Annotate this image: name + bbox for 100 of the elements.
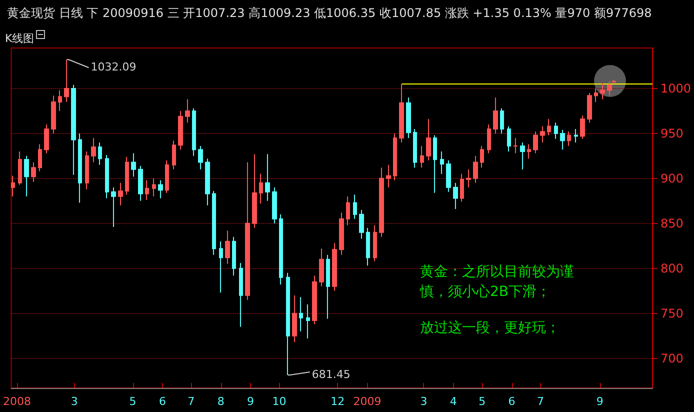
candlestick (500, 108, 504, 134)
x-tick-label: 3 (70, 395, 78, 408)
candlestick (299, 296, 303, 332)
candlestick (185, 98, 190, 124)
candlestick (44, 124, 49, 154)
candlestick (91, 137, 96, 163)
candlestick (420, 146, 424, 168)
candlestick (232, 236, 236, 276)
candlestick (205, 158, 210, 206)
y-tick-label: 850 (660, 216, 684, 230)
candlestick (118, 182, 123, 206)
candlestick (600, 82, 605, 100)
candlestick (292, 294, 297, 343)
candlestick (64, 59, 69, 102)
candlestick (339, 212, 344, 256)
candlestick (312, 275, 317, 325)
x-tick-label: 2008 (2, 395, 31, 408)
candlestick (265, 154, 270, 202)
candlestick (594, 88, 598, 102)
candlestick (366, 227, 370, 266)
candlestick (393, 132, 397, 181)
candlestick (225, 230, 230, 264)
candlestick (373, 224, 377, 262)
x-tick-label: 8 (217, 395, 224, 408)
x-tick-label: 9 (596, 395, 604, 408)
candlestick (111, 186, 116, 228)
candlestick (11, 175, 15, 197)
candlestick (520, 142, 525, 170)
candlestick (272, 186, 277, 224)
candlestick (413, 128, 417, 168)
y-tick-label: 750 (660, 306, 684, 320)
candlestick (612, 80, 616, 84)
candlestick (507, 126, 511, 152)
candlestick (138, 165, 143, 202)
candlestick (480, 146, 484, 168)
candlestick (547, 118, 551, 136)
candlestick (453, 182, 458, 210)
candlestick (433, 134, 437, 194)
candlestick (239, 262, 243, 328)
candlestick (399, 83, 404, 143)
candlestick (252, 154, 257, 228)
candlestick (567, 131, 571, 147)
y-tick-label: 1000 (660, 81, 692, 96)
candlestick (574, 128, 578, 143)
candlestick (31, 162, 36, 183)
candlestick (38, 144, 42, 172)
x-tick-label: 9 (247, 395, 254, 408)
candlestick (540, 126, 545, 143)
candlestick (78, 132, 82, 204)
x-tick-label: 7 (536, 395, 544, 408)
candlestick (533, 131, 538, 154)
candlestick (71, 84, 76, 176)
candlestick (24, 155, 29, 197)
y-tick-label: 900 (660, 171, 684, 186)
candlestick (51, 95, 56, 134)
candlestick (286, 272, 290, 376)
annotation: 黄金：之所以目前较为谨慎，须小心2B下滑； (419, 264, 574, 300)
x-tick-label: 4 (450, 395, 457, 408)
x-tick-label: 6 (158, 395, 166, 408)
x-tick-label: 5 (478, 395, 486, 408)
chart-title: 黄金现货 日线 下 20090916 三 开1007.23 高1009.23 低1006.35 收1007.85 涨跌 +1.35 0.13% 量970 额977698 (7, 6, 652, 20)
y-tick-label: 800 (660, 261, 684, 276)
x-tick-label: 7 (188, 395, 195, 408)
candlestick (607, 80, 612, 96)
candlestick (560, 129, 565, 150)
candlestick (353, 194, 357, 220)
candlestick (192, 108, 196, 156)
candlestick (426, 118, 431, 161)
candlestick (440, 150, 444, 174)
candlestick (386, 164, 391, 188)
x-tick-label: 10 (272, 395, 286, 408)
candlestick (346, 196, 350, 226)
candlestick (359, 209, 364, 240)
candlestick (85, 150, 89, 190)
candlestick (493, 96, 498, 134)
candlestick (172, 140, 176, 170)
candlestick (513, 137, 518, 154)
annotation: 1032.09 (90, 60, 136, 74)
candlestick (158, 180, 163, 199)
candlestick (306, 304, 310, 340)
annotation: 681.45 (312, 368, 350, 382)
candlestick (319, 248, 324, 287)
x-tick-label: 3 (420, 395, 428, 408)
x-tick-label: 5 (129, 395, 136, 408)
y-tick-label: 700 (660, 351, 684, 366)
candlestick (554, 122, 558, 140)
candlestick (379, 167, 384, 238)
candlestick (105, 154, 109, 199)
candlestick (198, 146, 203, 170)
x-tick-label: 12 (330, 395, 345, 408)
x-tick-label: 6 (508, 395, 516, 408)
candlestick (212, 190, 216, 256)
y-tick-label: 950 (660, 126, 684, 140)
candlestick (18, 150, 22, 186)
candlestick (466, 168, 471, 188)
candlestick (178, 110, 183, 150)
candlestick (152, 178, 156, 197)
candlestick (587, 92, 592, 124)
candlestick (245, 162, 250, 300)
candlestick (446, 160, 451, 192)
